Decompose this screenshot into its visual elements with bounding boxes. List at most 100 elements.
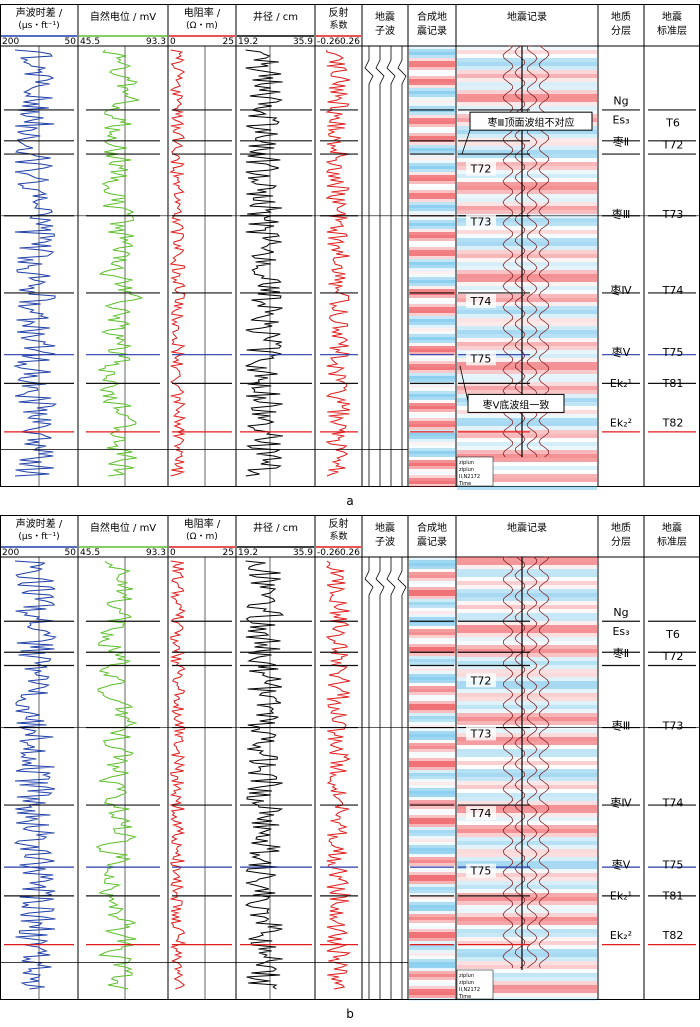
seismic-band: [457, 330, 597, 334]
synthetic-trace-band: [409, 124, 455, 127]
synthetic-trace-band: [409, 695, 455, 698]
synthetic-trace-band: [409, 872, 455, 875]
seismic-band: [457, 358, 597, 362]
seismic-band: [457, 573, 597, 577]
synthetic-trace-band: [409, 761, 455, 764]
synthetic-trace-band: [409, 85, 455, 88]
synthetic-trace-band: [409, 677, 455, 680]
seismic-band: [457, 130, 597, 134]
seismic-band: [457, 561, 597, 565]
seismic-band: [457, 54, 597, 58]
synthetic-trace-band: [409, 959, 455, 962]
std-title-2: 标准层: [657, 25, 687, 37]
cal-title: 井径 / cm: [253, 10, 298, 23]
synthetic-trace-band: [409, 839, 455, 842]
sonic-title: 声波时差 /: [16, 6, 63, 19]
synthetic-trace-band: [409, 671, 455, 674]
seismic-band: [457, 957, 597, 961]
seismic-band: [457, 753, 597, 757]
geo-layer-label: 枣Ⅴ: [612, 346, 631, 359]
synthetic-trace-band: [409, 409, 455, 412]
synthetic-trace-band: [409, 388, 455, 391]
synthetic-trace-band: [409, 118, 455, 121]
seismic-band: [457, 46, 597, 50]
synthetic-trace-band: [409, 977, 455, 980]
synthetic-trace-band: [409, 415, 455, 418]
synthetic-trace-band: [409, 701, 455, 704]
refl-title: 反射: [329, 518, 349, 530]
seismic-band: [457, 270, 597, 274]
synthetic-trace-band: [409, 478, 455, 481]
synthetic-trace-band: [409, 641, 455, 644]
seismic-band: [457, 150, 597, 154]
seismic-band: [457, 314, 597, 318]
synthetic-trace-band: [409, 283, 455, 286]
seismic-band: [457, 665, 597, 669]
seismic-band: [457, 354, 597, 358]
synthetic-trace-band: [409, 61, 455, 64]
seismic-band: [457, 841, 597, 845]
synthetic-trace-band: [409, 136, 455, 139]
synthetic-trace-band: [409, 253, 455, 256]
synthetic-trace-band: [409, 590, 455, 593]
synthetic-trace-band: [409, 947, 455, 950]
caliper-curve: [244, 560, 285, 990]
geo-layer-label: 枣Ⅲ: [612, 720, 631, 733]
synthetic-trace-band: [409, 863, 455, 866]
synthetic-trace-band: [409, 878, 455, 881]
seismic-band: [457, 206, 597, 210]
synthetic-trace-band: [409, 911, 455, 914]
seismic-band: [457, 833, 597, 837]
seismic-band: [457, 386, 597, 390]
seismic-band: [457, 274, 597, 278]
geo-layer-label: 枣Ⅱ: [613, 647, 629, 660]
legend-text: Time: [458, 994, 471, 1000]
synthetic-trace-band: [409, 247, 455, 250]
synthetic-trace-band: [409, 563, 455, 566]
synthetic-trace-band: [409, 172, 455, 175]
synthetic-trace-band: [409, 581, 455, 584]
synthetic-trace-band: [409, 668, 455, 671]
seismic-band: [457, 182, 597, 186]
seismic-band: [457, 374, 597, 378]
refl-title: 反射: [329, 7, 349, 19]
seismic-band: [457, 446, 597, 450]
seismic-band: [457, 673, 597, 677]
seismic-band: [457, 334, 597, 338]
synthetic-trace-band: [409, 238, 455, 241]
seismic-label-T72: T72: [470, 674, 492, 687]
wavelet-trace: [375, 46, 385, 487]
seismic-band: [457, 769, 597, 773]
legend-text: II,N2172: [459, 987, 480, 993]
synthetic-trace-band: [409, 614, 455, 617]
seismic-band: [457, 953, 597, 957]
synthetic-trace-band: [409, 448, 455, 451]
std-layer-label: T81: [662, 889, 684, 902]
callout-top-text: 枣Ⅲ顶面波组不对应: [488, 116, 575, 129]
synthetic-trace-band: [409, 295, 455, 298]
seismic-band: [457, 789, 597, 793]
std-layer-label: T82: [662, 416, 684, 429]
geo-layer-label: 枣Ⅳ: [610, 796, 632, 809]
synthetic-trace-band: [409, 217, 455, 220]
seismic-band: [457, 961, 597, 965]
seismic-label-T73: T73: [470, 727, 492, 740]
synthetic-trace-band: [409, 316, 455, 319]
synthetic-trace-band: [409, 160, 455, 163]
synthetic-trace-band: [409, 845, 455, 848]
synthetic-trace-band: [409, 145, 455, 148]
seismic-band: [457, 889, 597, 893]
legend-text: ziplun: [459, 467, 474, 473]
synthetic-trace-band: [409, 683, 455, 686]
synthetic-trace-band: [409, 758, 455, 761]
synthetic-trace-band: [409, 394, 455, 397]
sp-curve: [95, 560, 138, 990]
synthetic-trace-band: [409, 986, 455, 989]
sonic-title-2: (μs・ft⁻¹): [18, 21, 59, 31]
seismic-band: [457, 438, 597, 442]
synthetic-trace-band: [409, 343, 455, 346]
seismic-band: [457, 78, 597, 82]
panel-caption: a: [346, 494, 353, 508]
